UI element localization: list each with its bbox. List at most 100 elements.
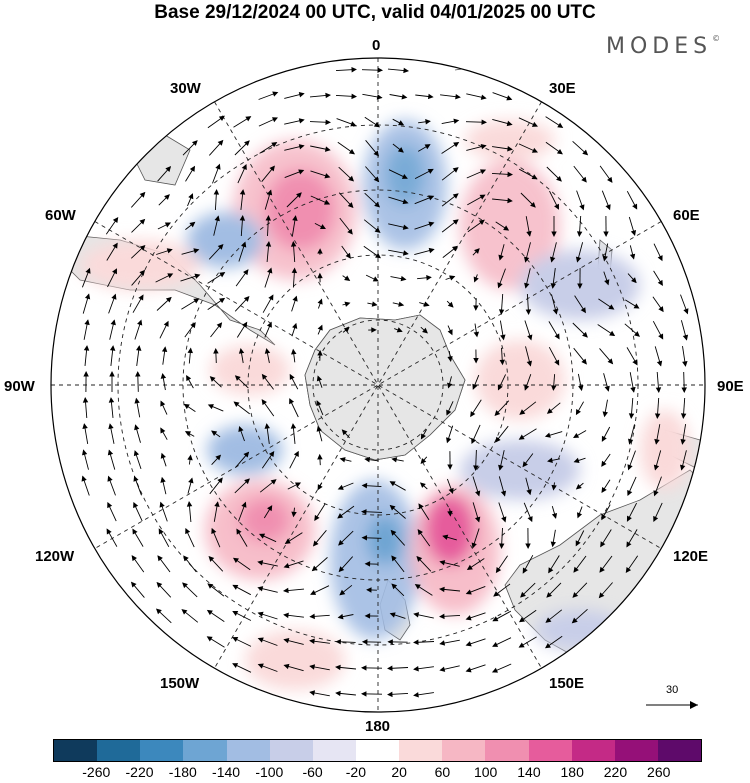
wind-vector-head (607, 358, 614, 365)
lon-label-120w: 120W (35, 548, 75, 565)
wind-vector-head (364, 561, 371, 567)
wind-vector-head (518, 616, 525, 623)
wind-vector-head (139, 269, 146, 276)
colorbar-segment (269, 740, 313, 761)
wind-vector-head (283, 563, 290, 569)
wind-vector-head (244, 478, 250, 485)
colorbar-tick-label: -60 (302, 764, 323, 780)
wind-vector-head (390, 529, 397, 536)
lon-label-180: 180 (365, 718, 391, 735)
wind-vector-head (633, 303, 640, 309)
wind-vector-head (389, 612, 396, 618)
wind-vector-head (257, 586, 264, 592)
wind-vector-head (581, 358, 587, 365)
wind-vector-head (525, 309, 532, 316)
wind-vector-head (633, 331, 640, 337)
wind-vector-head (573, 566, 579, 573)
wind-vector-head (550, 283, 556, 289)
wind-vector-head (545, 617, 552, 623)
wind-vector-head (452, 167, 459, 173)
wind-vector-head (190, 322, 196, 329)
wind-vector-head (470, 411, 476, 418)
wind-vector-head (319, 224, 326, 230)
pos-anomaly-south-america (80, 240, 200, 290)
wind-vector-head (554, 203, 559, 210)
wind-vector-head (627, 490, 633, 497)
wind-vector-head (317, 350, 323, 356)
wind-vector-head (374, 201, 381, 208)
wind-vector-head (338, 566, 345, 573)
wind-vector-head (580, 307, 586, 314)
wind-vector-head (518, 434, 525, 440)
colorbar-segment (657, 740, 702, 761)
wind-vector-head (582, 149, 589, 156)
lon-label-60e: 60E (673, 207, 700, 224)
wind-vector-head (337, 613, 344, 620)
wind-vector-head (292, 295, 298, 302)
wind-vector-head (420, 433, 426, 440)
wind-vector-head (601, 487, 607, 494)
wind-vector-head (498, 254, 504, 261)
wind-vector-head (109, 345, 116, 351)
wind-vector-head (292, 322, 298, 329)
wind-vector-head (418, 503, 424, 510)
wind-vector-head (243, 295, 250, 302)
neg-anomaly-60w (187, 212, 263, 268)
wind-vector-head (317, 272, 323, 279)
wind-vector-head (599, 566, 605, 573)
wind-vector-head (271, 142, 278, 148)
wind-vector-head (551, 512, 558, 519)
wind-vector-head (603, 231, 609, 238)
wind-vector-head (466, 564, 473, 571)
wind-vector-head (283, 612, 289, 619)
map-title: Base 29/12/2024 00 UTC, valid 04/01/2025… (154, 2, 596, 23)
wind-vector-head (386, 665, 393, 672)
wind-vector-head (524, 384, 530, 391)
wind-vector-head (242, 321, 248, 328)
wind-vector-head (284, 538, 291, 544)
wind-vector-head (507, 197, 513, 204)
wind-vector-head (601, 435, 607, 442)
wind-vector-head (573, 432, 580, 439)
wind-vector-head (317, 298, 323, 305)
wind-vector-head (551, 231, 557, 238)
wind-vector-head (506, 95, 513, 101)
wind-vector-head (426, 275, 432, 281)
wind-vector-head (391, 583, 398, 590)
wind-vector-head (546, 408, 553, 414)
wind-vector-head (348, 175, 355, 182)
wind-vector-head (264, 423, 270, 429)
wind-vector-head (526, 360, 532, 367)
wind-vector-head (314, 514, 320, 522)
wind-vector-head (439, 666, 446, 672)
wind-vector-head (556, 149, 563, 155)
wind-vector-head (160, 427, 166, 434)
wind-vector-head (266, 321, 272, 328)
neg-anomaly-90e (460, 440, 580, 500)
wind-vector-head (423, 301, 430, 307)
wind-vector-head (371, 301, 378, 307)
wind-vector-head (575, 409, 581, 416)
wind-vector-head (402, 224, 409, 230)
wind-vector-head (241, 501, 247, 508)
wind-vector-head (291, 511, 297, 518)
wind-vector-head (572, 592, 579, 598)
wind-vector-head (600, 541, 606, 548)
wind-vector-head (474, 248, 480, 254)
wind-vector-head (428, 247, 435, 254)
wind-vector-head (531, 147, 539, 153)
wind-vector-head (165, 166, 172, 173)
wind-vector-head (267, 505, 273, 512)
wind-vector-head (417, 529, 423, 536)
wind-vector-head (479, 169, 487, 175)
wind-vector-head (548, 567, 554, 574)
wind-vector-head (82, 423, 88, 429)
wind-vector-head (428, 221, 435, 227)
wind-vector-head (156, 581, 163, 588)
wind-vector-head (189, 221, 196, 228)
map-border (50, 57, 706, 713)
wind-vector-head (289, 373, 295, 380)
wind-vector-head (81, 475, 87, 482)
wind-vector-head (213, 347, 219, 354)
wind-vector-head (217, 477, 223, 484)
